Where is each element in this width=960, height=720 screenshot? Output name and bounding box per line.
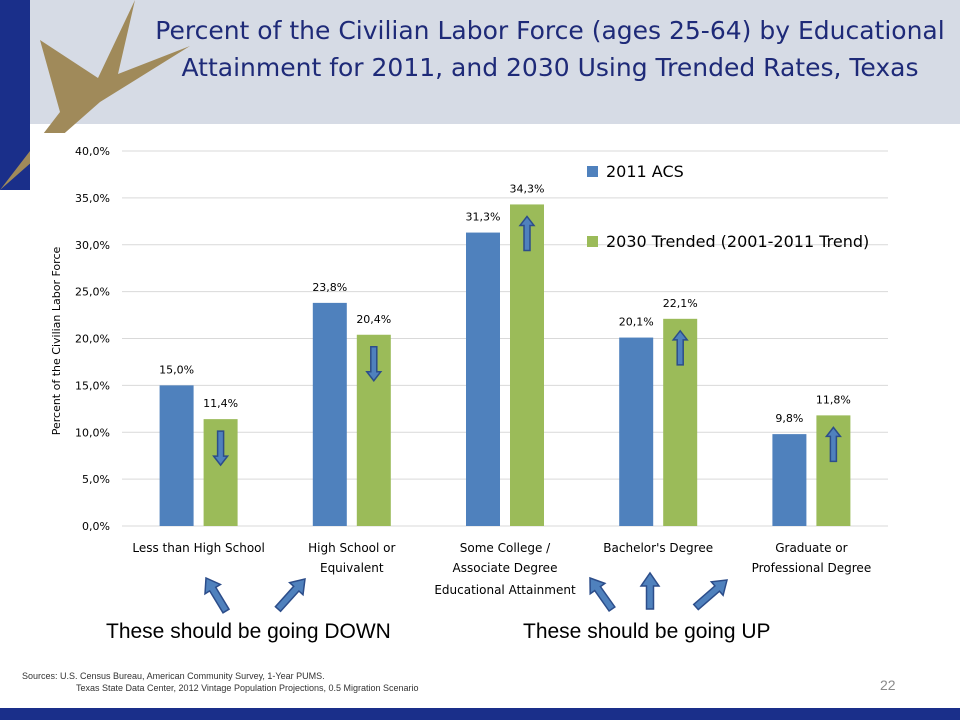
data-labels: 15,0% 11,4% 23,8% 20,4% 31,3% 34,3% 20,1% 22,1%… bbox=[159, 182, 851, 425]
x-category-label: High School or bbox=[308, 541, 395, 555]
x-category-label: Graduate or bbox=[775, 541, 847, 555]
x-axis-labels: Less than High School High School or Equiv… bbox=[132, 541, 871, 575]
legend-label: 2011 ACS bbox=[606, 162, 684, 181]
callout-arrows bbox=[204, 571, 728, 614]
data-label: 22,1% bbox=[663, 297, 698, 310]
y-tick-label: 40,0% bbox=[75, 145, 110, 158]
slide-title: Percent of the Civilian Labor Force (age… bbox=[155, 16, 945, 82]
footer-band bbox=[0, 708, 960, 720]
bar-2011-4 bbox=[772, 434, 807, 526]
legend-label: 2030 Trended (2001-2011 Trend) bbox=[606, 232, 869, 251]
trend-arrow-up-icon bbox=[518, 215, 536, 252]
y-tick-label: 25,0% bbox=[75, 286, 110, 299]
x-category-label: Bachelor's Degree bbox=[603, 541, 713, 555]
bar-2011-0 bbox=[159, 385, 194, 526]
y-tick-label: 30,0% bbox=[75, 239, 110, 252]
x-category-label: Less than High School bbox=[132, 541, 265, 555]
y-tick-label: 35,0% bbox=[75, 192, 110, 205]
x-category-label: Professional Degree bbox=[752, 561, 872, 575]
sources-line-2: Texas State Data Center, 2012 Vintage Po… bbox=[76, 683, 419, 693]
y-axis-ticks: 0,0% 5,0% 10,0% 15,0% 20,0% 25,0% 30,0% 35,0% 40… bbox=[75, 145, 110, 533]
trend-arrow-down-icon bbox=[365, 346, 383, 382]
note-going-up: These should be going UP bbox=[523, 620, 771, 643]
chart-legend: 2011 ACS 2030 Trended (2001-2011 Trend) bbox=[587, 162, 869, 251]
x-category-label: Some College / bbox=[460, 541, 551, 555]
y-tick-label: 20,0% bbox=[75, 333, 110, 346]
trend-arrow-up-icon bbox=[824, 426, 842, 463]
trend-arrow-up-icon bbox=[671, 329, 689, 366]
callout-arrow-right-icon bbox=[274, 578, 306, 613]
data-label: 20,1% bbox=[619, 316, 654, 329]
legend-swatch bbox=[587, 236, 598, 247]
data-label: 31,3% bbox=[466, 211, 501, 224]
x-category-label: Associate Degree bbox=[453, 561, 558, 575]
callout-arrow-left-icon bbox=[204, 576, 231, 614]
data-label: 9,8% bbox=[775, 412, 803, 425]
trend-arrows bbox=[212, 215, 842, 467]
callout-arrow-up-icon bbox=[639, 571, 661, 610]
data-label: 34,3% bbox=[510, 182, 545, 195]
y-axis-title: Percent of the Civilian Labor Force bbox=[50, 247, 63, 436]
page-number: 22 bbox=[880, 677, 896, 693]
y-tick-label: 0,0% bbox=[82, 520, 110, 533]
bar-2030-2 bbox=[510, 204, 544, 526]
bar-2011-1 bbox=[312, 302, 347, 526]
data-label: 23,8% bbox=[312, 281, 347, 294]
callout-arrow-right-icon bbox=[692, 579, 728, 611]
callout-arrow-left-icon bbox=[589, 576, 616, 613]
sources-line-1: Sources: U.S. Census Bureau, American Co… bbox=[22, 671, 325, 681]
data-label: 11,4% bbox=[203, 397, 238, 410]
trend-arrow-down-icon bbox=[212, 430, 230, 467]
sources-text: Sources: U.S. Census Bureau, American Co… bbox=[22, 670, 419, 694]
y-tick-label: 10,0% bbox=[75, 426, 110, 439]
data-label: 11,8% bbox=[816, 393, 851, 406]
x-category-label: Equivalent bbox=[320, 561, 384, 575]
y-tick-label: 5,0% bbox=[82, 473, 110, 486]
chart-gridlines bbox=[122, 150, 888, 527]
note-going-down: These should be going DOWN bbox=[106, 620, 391, 643]
x-axis-title: Educational Attainment bbox=[434, 583, 576, 597]
legend-swatch bbox=[587, 166, 598, 177]
y-tick-label: 15,0% bbox=[75, 379, 110, 392]
data-label: 20,4% bbox=[356, 313, 391, 326]
bar-2011-2 bbox=[466, 232, 500, 526]
bar-2011-3 bbox=[619, 337, 654, 526]
data-label: 15,0% bbox=[159, 363, 194, 376]
